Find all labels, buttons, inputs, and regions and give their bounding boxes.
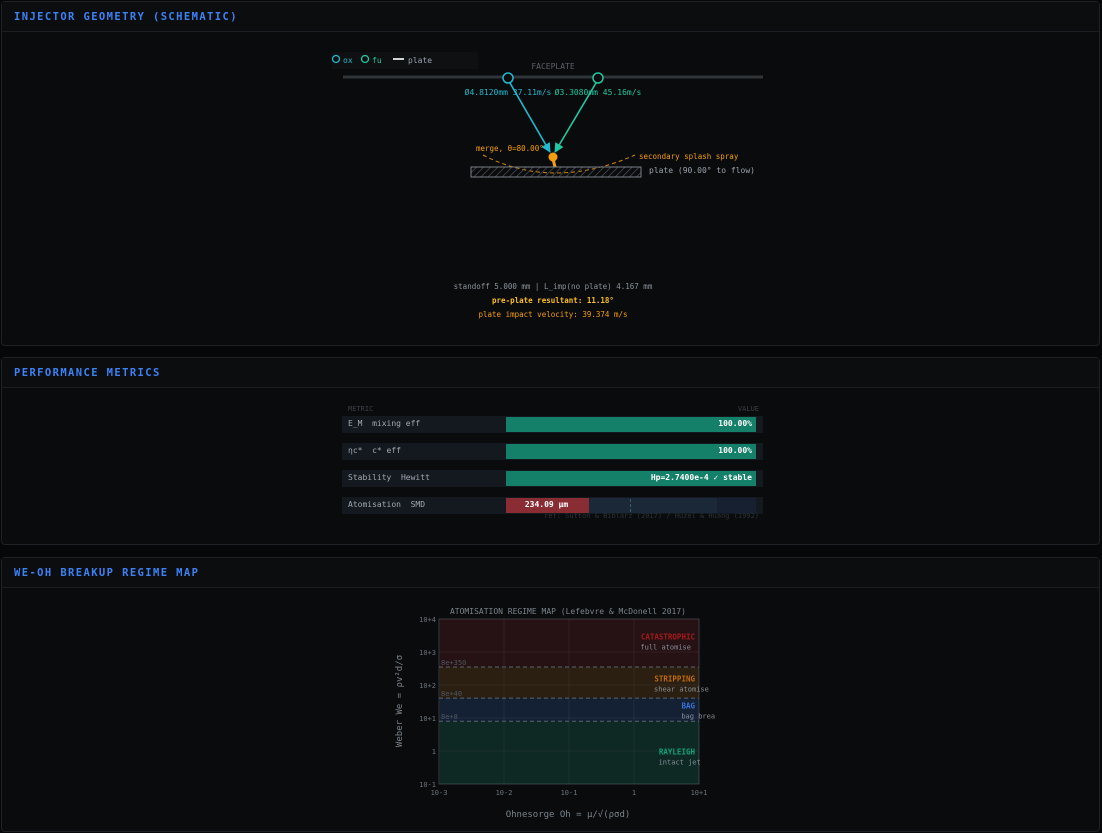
metric-row-mixing: E_M mixing eff 100.00% <box>342 416 763 433</box>
merge-label: merge, θ=80.00° <box>476 144 544 153</box>
injector-geometry-header: INJECTOR GEOMETRY (SCHEMATIC) <box>2 2 1099 32</box>
legend-box <box>332 52 478 69</box>
boundary-label: 8e+350 <box>441 659 466 667</box>
metric-value: 100.00% <box>718 419 752 428</box>
merge-point-icon <box>548 152 558 162</box>
legend-fu-label: fu <box>372 56 382 65</box>
x-axis-label: Ohnesorge Oh = μ/√(ρσd) <box>506 809 631 820</box>
fu-orifice-label: Ø3.3080mm 45.16m/s <box>555 87 642 97</box>
chart-title: ATOMISATION REGIME MAP (Lefebvre & McDon… <box>450 607 686 616</box>
impact-velocity-readout: plate impact velocity: 39.374 m/s <box>478 310 627 319</box>
performance-metrics-panel: PERFORMANCE METRICS METRIC VALUE E_M mix… <box>1 357 1100 545</box>
metrics-reference: ref: Sutton & Biblarz (2017) / Huzel & H… <box>544 512 759 520</box>
region-note-label: full atomise <box>640 644 691 652</box>
injector-schematic: ox fu plate FACEPLATE Ø4.8120mm 37.11m/s… <box>331 52 763 319</box>
boundary-label: 8e+40 <box>441 690 462 698</box>
metric-bar-fill <box>506 498 589 513</box>
target-zone <box>587 498 717 513</box>
metrics-table: METRIC VALUE E_M mixing eff 100.00% ηc* … <box>342 405 763 520</box>
legend-plate-label: plate <box>408 56 432 65</box>
legend-ox-label: ox <box>343 56 353 65</box>
metric-bar-track: 234.09 μm <box>506 498 756 513</box>
injector-geometry-title: INJECTOR GEOMETRY (SCHEMATIC) <box>14 10 238 23</box>
metric-label: ηc* c* eff <box>348 446 401 455</box>
metric-value: 234.09 μm <box>524 500 569 509</box>
value-column-header: VALUE <box>737 405 759 413</box>
metric-bar-track: 100.00% <box>506 417 756 432</box>
metric-bar-track: Hp=2.7400e-4 ✓ stable <box>506 471 756 486</box>
regime-map-title: WE-OH BREAKUP REGIME MAP <box>14 566 200 579</box>
regime-region <box>440 667 699 699</box>
metric-bar-track: 100.00% <box>506 444 756 459</box>
x-tick-label: 10-3 <box>431 789 448 797</box>
region-note-label: bag brea <box>681 713 715 721</box>
x-tick-label: 10-2 <box>496 789 513 797</box>
ox-legend-icon <box>331 54 341 64</box>
y-axis-label: Weber We = ρv²d/σ <box>395 655 405 747</box>
metric-bar-fill <box>506 471 756 486</box>
regime-region <box>440 698 699 722</box>
region-name-label: CATASTROPHIC <box>641 633 695 642</box>
target-marker <box>630 499 631 512</box>
region-note-label: shear atomise <box>654 686 709 694</box>
y-tick-label: 10+4 <box>419 616 436 624</box>
metric-label: E_M mixing eff <box>348 419 421 428</box>
metric-label: Stability Hewitt <box>348 473 430 482</box>
splash-label: secondary splash spray <box>639 152 739 161</box>
fu-legend-icon <box>360 54 370 64</box>
y-tick-label: 10+3 <box>419 649 436 657</box>
fu-jet <box>554 82 597 153</box>
metric-bar-fill <box>506 444 756 459</box>
y-tick-label: 10+2 <box>419 682 436 690</box>
impingement-plate <box>470 166 642 178</box>
region-name-label: STRIPPING <box>654 675 695 684</box>
ox-jet <box>509 82 551 153</box>
metric-row-cstar: ηc* c* eff 100.00% <box>342 443 763 460</box>
performance-metrics-title: PERFORMANCE METRICS <box>14 366 161 379</box>
metric-bar-fill <box>506 417 756 432</box>
x-tick-label: 10+1 <box>691 789 708 797</box>
regime-map-panel: WE-OH BREAKUP REGIME MAP ATOMISATION REG… <box>1 557 1100 832</box>
plot-area <box>438 618 700 785</box>
metric-row-stability: Stability Hewitt Hp=2.7400e-4 ✓ stable <box>342 470 763 487</box>
resultant-readout: pre-plate resultant: 11.18° <box>492 296 614 305</box>
boundary-label: 8e+8 <box>441 713 458 721</box>
y-tick-label: 10-1 <box>419 781 436 789</box>
plate-label: plate (90.00° to flow) <box>649 166 755 175</box>
metric-value: Hp=2.7400e-4 ✓ stable <box>650 473 752 482</box>
region-name-label: RAYLEIGH <box>659 748 696 757</box>
regime-map-chart: ATOMISATION REGIME MAP (Lefebvre & McDon… <box>395 607 715 820</box>
standoff-readout: standoff 5.000 mm | L_imp(no plate) 4.16… <box>454 282 653 291</box>
metric-label: Atomisation SMD <box>348 500 426 509</box>
y-tick-label: 1 <box>432 748 436 756</box>
x-tick-label: 1 <box>632 789 636 797</box>
ox-orifice-icon <box>502 72 514 84</box>
metric-row-atomisation: Atomisation SMD 234.09 μm <box>342 497 763 514</box>
faceplate-label: FACEPLATE <box>531 62 575 71</box>
splash-spray-curve <box>482 154 636 174</box>
metric-value: 100.00% <box>718 446 752 455</box>
region-note-label: intact jet <box>659 759 701 767</box>
region-name-label: BAG <box>681 702 695 711</box>
x-tick-label: 10-1 <box>561 789 578 797</box>
regime-region <box>440 619 699 668</box>
performance-metrics-header: PERFORMANCE METRICS <box>2 358 1099 388</box>
metric-column-header: METRIC <box>348 405 374 413</box>
metrics-table-header: METRIC VALUE <box>342 405 763 415</box>
y-tick-label: 10+1 <box>419 715 436 723</box>
regime-map-header: WE-OH BREAKUP REGIME MAP <box>2 558 1099 588</box>
injector-geometry-panel: INJECTOR GEOMETRY (SCHEMATIC) ox fu plat… <box>1 1 1100 346</box>
fu-orifice-icon <box>592 72 604 84</box>
regime-region <box>440 721 699 784</box>
ox-orifice-label: Ø4.8120mm 37.11m/s <box>465 87 552 97</box>
